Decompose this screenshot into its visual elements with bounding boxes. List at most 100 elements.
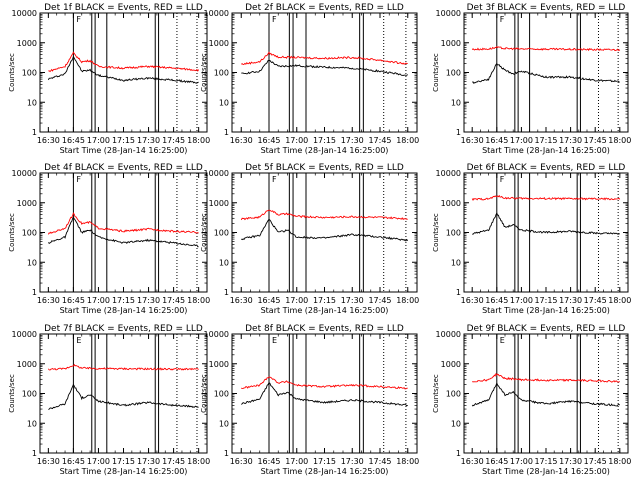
y-tick-label: 1 xyxy=(456,449,461,458)
y-tick-label: 1000 xyxy=(209,360,229,369)
series-lld-line xyxy=(471,45,621,52)
x-tick-label: 17:15 xyxy=(534,457,557,466)
x-tick-label: 17:15 xyxy=(112,296,135,305)
plot-frame xyxy=(463,172,629,293)
y-tick-label: 1 xyxy=(456,128,461,137)
x-tick-label: 17:15 xyxy=(313,136,336,145)
x-tick-label: 17:45 xyxy=(368,296,391,305)
y-tick-label: 100 xyxy=(22,390,37,399)
y-tick-label: 10000 xyxy=(436,9,461,18)
panel-det-5: Det 5f BLACK = Events, RED = LLD 1 10 100 10… xyxy=(200,163,419,315)
y-tick-label: 10 xyxy=(27,98,37,107)
y-tick-label: 1000 xyxy=(441,360,461,369)
y-tick-label: 1 xyxy=(224,128,229,137)
x-tick-label: 17:00 xyxy=(285,457,308,466)
plot-frame xyxy=(231,172,418,293)
x-tick-label: 18:00 xyxy=(187,136,210,145)
x-tick-label: 17:45 xyxy=(584,296,607,305)
x-tick-label: 16:45 xyxy=(485,136,508,145)
panel-det-8: Det 8f BLACK = Events, RED = LLD 1 10 100 10… xyxy=(200,324,419,476)
x-tick-label: 17:30 xyxy=(341,457,364,466)
x-tick-label: 16:45 xyxy=(257,296,280,305)
x-tick-label: 18:00 xyxy=(396,296,419,305)
y-tick-label: 100 xyxy=(214,69,229,78)
phase-marker: F xyxy=(76,15,81,24)
panel-title: Det 1f BLACK = Events, RED = LLD xyxy=(44,3,203,13)
y-tick-label: 10000 xyxy=(12,169,37,178)
series-events-line xyxy=(241,218,409,242)
y-tick-label: 1 xyxy=(32,288,37,297)
x-tick-label: 17:45 xyxy=(368,457,391,466)
y-tick-label: 1 xyxy=(456,288,461,297)
x-tick-label: 17:00 xyxy=(510,457,533,466)
series-events-line xyxy=(240,382,408,407)
series-lld-line xyxy=(47,363,199,371)
x-tick-label: 17:00 xyxy=(87,457,110,466)
plot-frame xyxy=(39,333,208,454)
x-tick-label: 16:45 xyxy=(485,296,508,305)
series-lld-line xyxy=(240,209,408,221)
x-tick-label: 16:30 xyxy=(37,457,60,466)
x-axis-label: Start Time (28-Jan-14 16:25:00) xyxy=(60,146,188,155)
y-tick-label: 1000 xyxy=(441,199,461,208)
x-axis-label: Start Time (28-Jan-14 16:25:00) xyxy=(261,146,389,155)
phase-marker: E xyxy=(272,336,277,345)
series-events-line xyxy=(241,59,409,76)
plot-frame xyxy=(231,333,418,454)
series-lld-line xyxy=(48,51,200,73)
x-tick-label: 17:30 xyxy=(341,296,364,305)
phase-marker: F xyxy=(500,15,505,24)
y-tick-label: 1000 xyxy=(17,360,37,369)
y-axis-label: Counts/sec xyxy=(432,374,440,413)
x-tick-label: 17:30 xyxy=(559,136,582,145)
x-tick-label: 17:15 xyxy=(112,457,135,466)
x-axis-label: Start Time (28-Jan-14 16:25:00) xyxy=(60,467,188,476)
x-tick-label: 17:15 xyxy=(313,296,336,305)
y-tick-label: 10000 xyxy=(436,330,461,339)
panel-det-6: Det 6f BLACK = Events, RED = LLD 1 10 100 10… xyxy=(432,163,631,315)
phase-marker: E xyxy=(76,336,81,345)
y-tick-label: 1000 xyxy=(441,39,461,48)
phase-marker: F xyxy=(76,175,81,184)
x-tick-label: 17:30 xyxy=(559,457,582,466)
y-axis-label: Counts/sec xyxy=(8,53,16,92)
y-tick-label: 1 xyxy=(32,449,37,458)
series-events-line xyxy=(48,216,199,248)
x-tick-label: 16:30 xyxy=(461,136,484,145)
y-tick-label: 1000 xyxy=(209,39,229,48)
series-lld-line xyxy=(472,372,621,383)
x-tick-label: 17:30 xyxy=(137,296,160,305)
x-tick-label: 18:00 xyxy=(396,136,419,145)
panel-det-9: Det 9f BLACK = Events, RED = LLD 1 10 100 10… xyxy=(432,324,631,476)
x-tick-label: 17:00 xyxy=(510,296,533,305)
y-tick-label: 10 xyxy=(219,258,229,267)
y-tick-label: 1000 xyxy=(17,39,37,48)
y-tick-label: 10 xyxy=(451,419,461,428)
panel-title: Det 9f BLACK = Events, RED = LLD xyxy=(467,324,626,334)
panel-det-2: Det 2f BLACK = Events, RED = LLD 1 10 100 10… xyxy=(200,3,419,155)
x-axis-label: Start Time (28-Jan-14 16:25:00) xyxy=(60,306,188,315)
plot-frame xyxy=(463,333,629,454)
x-tick-label: 17:15 xyxy=(534,296,557,305)
y-axis-label: Counts/sec xyxy=(432,53,440,92)
x-tick-label: 16:45 xyxy=(62,457,85,466)
panel-title: Det 3f BLACK = Events, RED = LLD xyxy=(467,3,626,13)
x-tick-label: 16:30 xyxy=(230,136,253,145)
y-tick-label: 10 xyxy=(219,98,229,107)
x-tick-label: 16:30 xyxy=(461,296,484,305)
x-tick-label: 17:45 xyxy=(584,457,607,466)
y-axis-label: Counts/sec xyxy=(432,213,440,252)
panel-title: Det 6f BLACK = Events, RED = LLD xyxy=(467,163,626,173)
x-tick-label: 16:45 xyxy=(62,296,85,305)
series-events-line xyxy=(471,382,621,407)
panel-title: Det 4f BLACK = Events, RED = LLD xyxy=(44,163,203,173)
panel-title: Det 2f BLACK = Events, RED = LLD xyxy=(245,3,404,13)
panel-det-4: Det 4f BLACK = Events, RED = LLD 1 10 100 10… xyxy=(8,163,210,315)
y-tick-label: 1 xyxy=(224,449,229,458)
x-tick-label: 17:15 xyxy=(534,136,557,145)
x-tick-label: 18:00 xyxy=(608,457,631,466)
y-tick-label: 10 xyxy=(27,258,37,267)
y-tick-label: 1000 xyxy=(17,199,37,208)
y-tick-label: 10000 xyxy=(12,330,37,339)
